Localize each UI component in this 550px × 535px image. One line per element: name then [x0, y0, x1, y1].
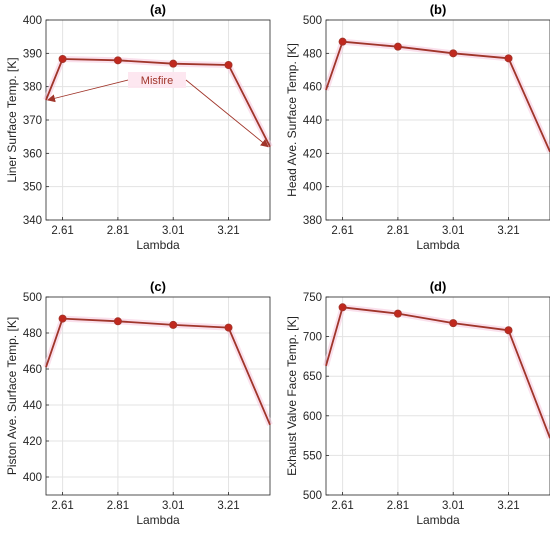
x-tick-label: 3.21 — [497, 500, 519, 512]
annotation-arrow — [185, 79, 269, 148]
series-halo — [323, 38, 550, 153]
data-point — [169, 320, 178, 329]
annotation-arrow — [47, 79, 129, 103]
data-point — [338, 303, 347, 312]
x-tick-label: 2.61 — [331, 225, 353, 237]
data-point — [224, 323, 233, 332]
axes-box — [325, 296, 550, 496]
y-tick-label: 420 — [303, 148, 322, 160]
y-tick-label: 380 — [303, 215, 322, 227]
y-tick-label: 500 — [303, 15, 322, 27]
panel-c: 2.61 2.81 3.01 3.21 400 420 440 460 480 500 (c) Lam… — [5, 279, 273, 527]
x-tick-label: 3.01 — [162, 500, 184, 512]
annotation-label: Misfire — [141, 75, 173, 87]
y-tick-label: 700 — [303, 332, 322, 344]
data-point — [113, 317, 122, 326]
panel-d: 2.61 2.81 3.01 3.21 500 550 600 650 700 750 (d) Lam… — [285, 279, 550, 527]
axes-box — [45, 296, 271, 496]
x-axis-label: Lambda — [416, 513, 460, 527]
y-tick-label: 600 — [303, 411, 322, 423]
y-axis-label: Head Ave. Surface Temp. [K] — [285, 43, 299, 197]
y-tick-label: 480 — [303, 48, 322, 60]
series-line — [45, 317, 271, 426]
y-tick-label: 500 — [303, 490, 322, 502]
x-tick-label: 3.01 — [442, 500, 464, 512]
data-point — [393, 309, 402, 318]
series-halo — [43, 315, 273, 426]
y-tick-label: 650 — [303, 371, 322, 383]
data-point — [504, 326, 513, 335]
y-tick-label: 440 — [303, 115, 322, 127]
y-axis-label: Exhaust Valve Face Temp. [K] — [285, 316, 299, 476]
data-point — [338, 37, 347, 46]
series-line — [45, 58, 271, 148]
panel-a: 2.61 2.81 3.01 3.21 340 350 360 370 380 390 400 (a)… — [5, 2, 273, 252]
x-tick-label: 2.61 — [51, 225, 73, 237]
x-tick-label: 2.81 — [387, 225, 409, 237]
y-tick-label: 460 — [23, 364, 42, 376]
x-tick-label: 2.81 — [107, 225, 129, 237]
x-tick-label: 2.81 — [107, 500, 129, 512]
x-axis-label: Lambda — [136, 238, 180, 252]
y-tick-label: 350 — [23, 182, 42, 194]
x-tick-label: 3.01 — [162, 225, 184, 237]
x-tick-label: 3.21 — [497, 225, 519, 237]
data-point — [58, 55, 67, 64]
panel-title: (b) — [430, 2, 447, 17]
data-point — [449, 49, 458, 58]
y-tick-label: 360 — [23, 148, 42, 160]
x-tick-label: 2.61 — [51, 500, 73, 512]
y-axis-label: Piston Ave. Surface Temp. [K] — [5, 317, 19, 475]
y-tick-label: 500 — [23, 292, 42, 304]
data-point — [393, 42, 402, 51]
panel-title: (c) — [150, 279, 166, 294]
x-tick-label: 3.21 — [217, 500, 239, 512]
series-halo — [323, 304, 550, 440]
x-tick-label: 3.01 — [442, 225, 464, 237]
y-tick-label: 400 — [303, 182, 322, 194]
y-tick-label: 400 — [23, 472, 42, 484]
x-tick-label: 3.21 — [217, 225, 239, 237]
panel-b: 2.61 2.81 3.01 3.21 380 400 420 440 460 480 500 (b)… — [285, 2, 550, 252]
x-tick-label: 2.61 — [331, 500, 353, 512]
y-tick-label: 440 — [23, 400, 42, 412]
annotation-box — [128, 72, 186, 88]
y-tick-label: 550 — [303, 450, 322, 462]
x-axis-label: Lambda — [416, 238, 460, 252]
y-tick-label: 460 — [303, 82, 322, 94]
data-point — [58, 314, 67, 323]
panel-title: (d) — [430, 279, 447, 294]
series-line — [325, 306, 550, 439]
data-point — [449, 319, 458, 328]
y-tick-label: 750 — [303, 292, 322, 304]
data-point — [224, 61, 233, 70]
y-axis-label: Liner Surface Temp. [K] — [5, 57, 19, 182]
y-tick-label: 340 — [23, 215, 42, 227]
y-tick-label: 370 — [23, 115, 42, 127]
series-line — [325, 40, 550, 153]
panel-title: (a) — [150, 2, 166, 17]
data-point — [113, 56, 122, 65]
x-axis-label: Lambda — [136, 513, 180, 527]
y-tick-label: 400 — [23, 15, 42, 27]
y-tick-label: 380 — [23, 82, 42, 94]
y-tick-label: 480 — [23, 328, 42, 340]
x-tick-label: 2.81 — [387, 500, 409, 512]
data-point — [169, 59, 178, 68]
data-point — [504, 54, 513, 63]
y-tick-label: 390 — [23, 48, 42, 60]
y-tick-label: 420 — [23, 436, 42, 448]
